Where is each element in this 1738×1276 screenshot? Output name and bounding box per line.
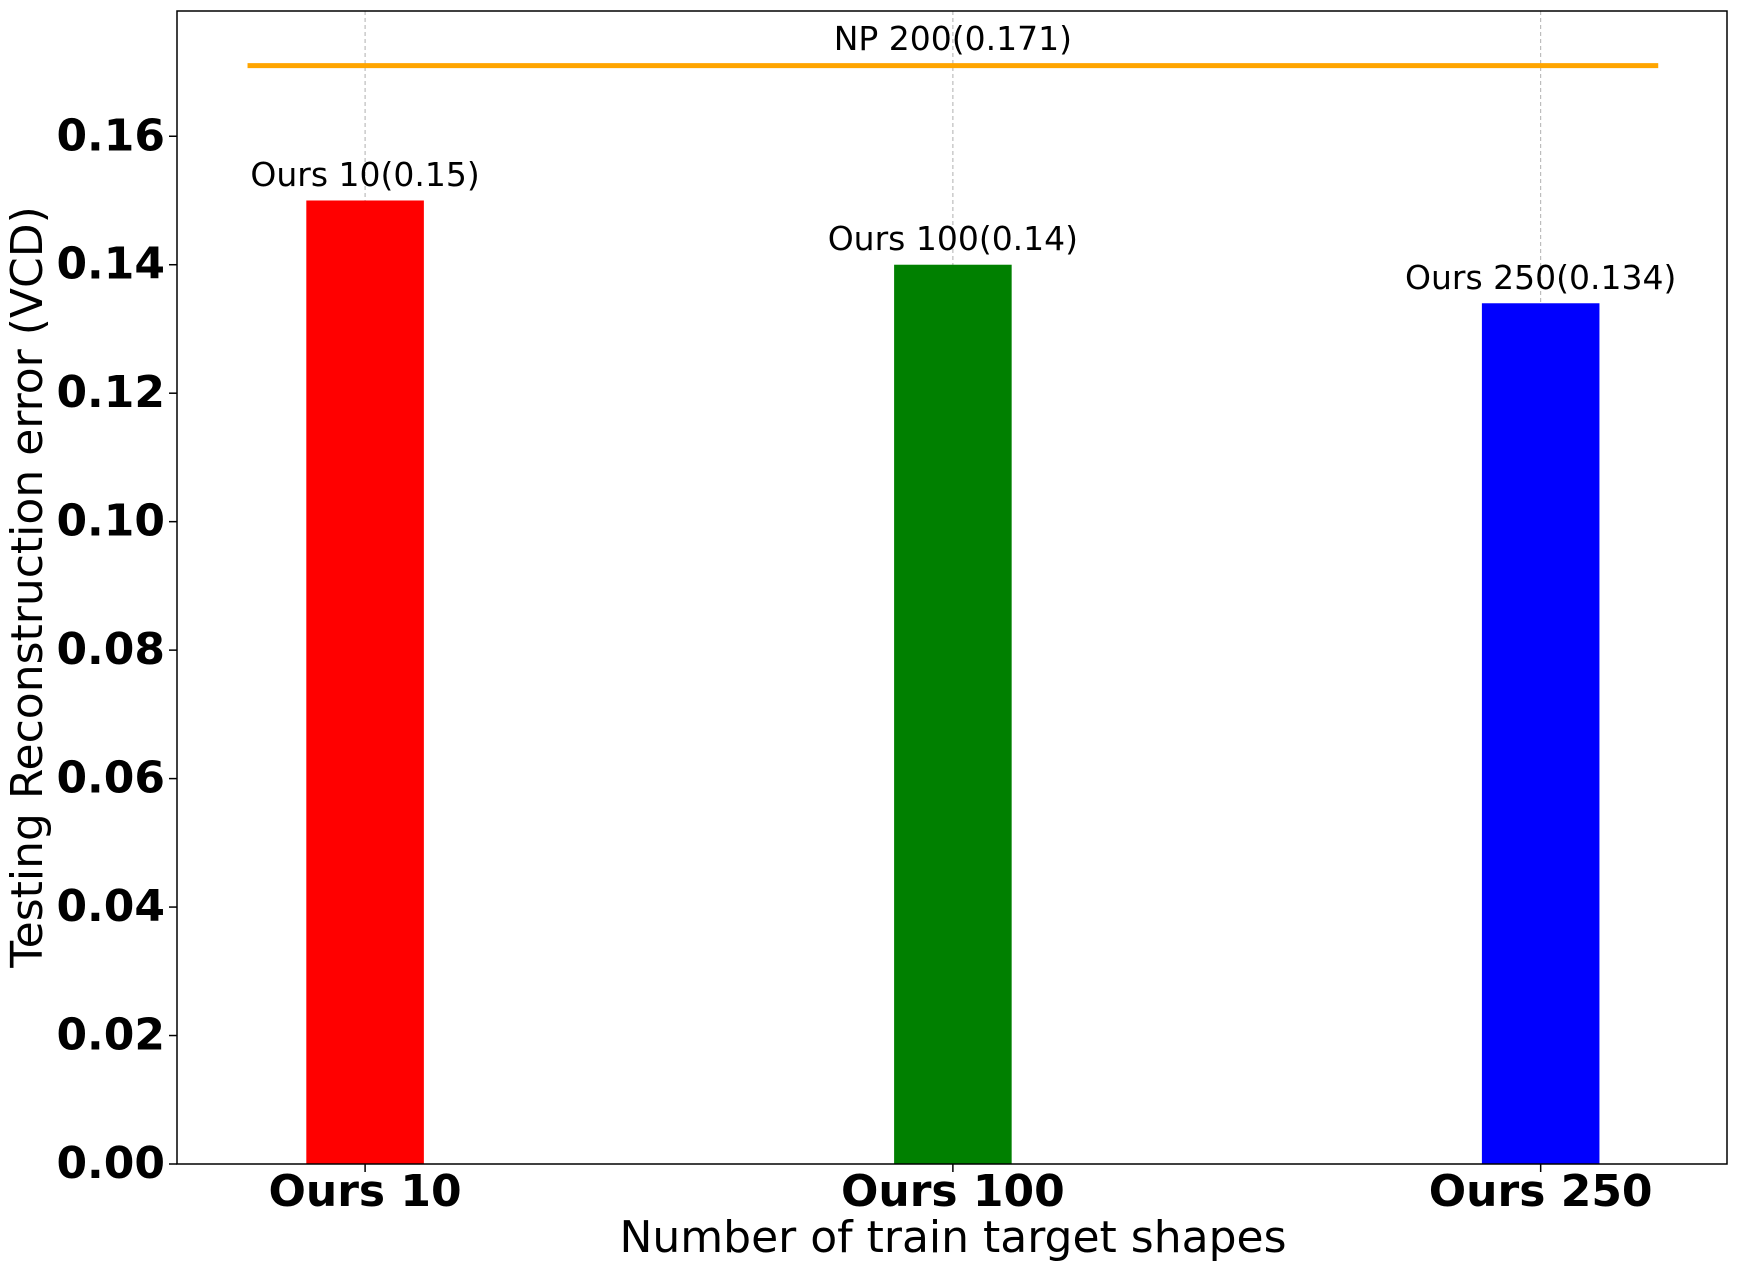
bar [306, 200, 424, 1165]
value-label: Ours 100(0.14) [828, 219, 1078, 258]
x-tick-label: Ours 10 [269, 1166, 462, 1217]
value-label: Ours 10(0.15) [250, 155, 479, 194]
y-axis-label: Testing Reconstruction error (VCD) [2, 206, 53, 969]
value-label: Ours 250(0.134) [1405, 258, 1676, 297]
y-tick-label: 0.14 [56, 239, 165, 290]
y-tick-label: 0.16 [56, 110, 165, 161]
y-tick-label: 0.00 [56, 1138, 165, 1189]
reference-label: NP 200(0.171) [834, 19, 1072, 58]
y-tick-label: 0.02 [56, 1010, 165, 1061]
y-tick-label: 0.12 [56, 367, 165, 418]
y-tick-label: 0.10 [56, 496, 165, 547]
x-tick-label: Ours 100 [841, 1166, 1065, 1217]
x-axis-label: Number of train target shapes [619, 1212, 1286, 1263]
bar [1481, 303, 1600, 1164]
y-tick-label: 0.08 [56, 624, 165, 675]
plot-frame [176, 10, 1728, 1165]
bar [894, 264, 1012, 1164]
y-tick-label: 0.06 [56, 753, 165, 804]
y-tick-label: 0.04 [56, 881, 165, 932]
x-tick-label: Ours 250 [1429, 1166, 1653, 1217]
